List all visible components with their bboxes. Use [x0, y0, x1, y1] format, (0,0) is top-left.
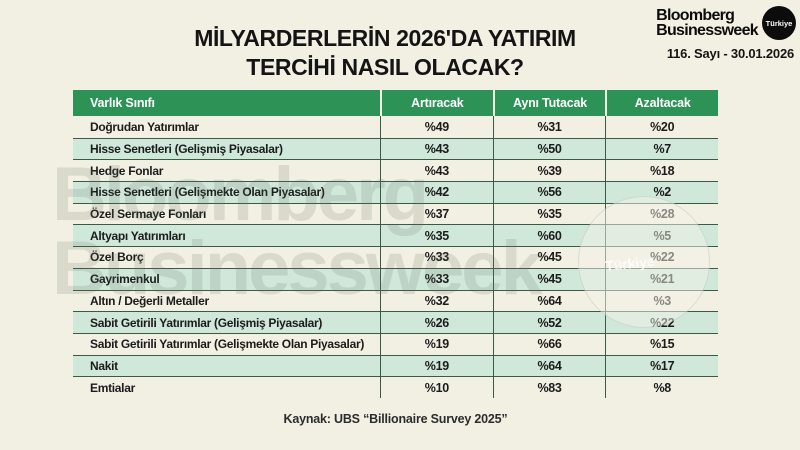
cell-label: Hedge Fonlar: [90, 163, 164, 178]
cell-label: Altın / Değerli Metaller: [90, 293, 209, 308]
turkiye-badge: Türkiye: [762, 6, 796, 40]
brand-line1: Bloomberg: [656, 6, 735, 24]
cell-increase: %49: [380, 116, 493, 138]
cell-increase: %35: [380, 225, 493, 247]
cell-same: %64: [492, 290, 606, 312]
cell-same: %31: [492, 116, 606, 138]
cell-increase: %10: [380, 377, 493, 398]
cell-decrease: %22: [605, 312, 718, 333]
table-row: Emtialar %10 %83 %8: [73, 376, 718, 398]
table-row: Altyapı Yatırımları %35 %60 %5: [73, 224, 718, 247]
cell-increase: %19: [380, 333, 493, 355]
cell-label: Özel Sermaye Fonları: [90, 207, 207, 222]
cell-increase: %37: [380, 203, 493, 225]
cell-label: Özel Borç: [90, 250, 144, 265]
table-row: Hisse Senetleri (Gelişmekte Olan Piyasal…: [73, 181, 718, 203]
cell-increase: %42: [380, 182, 493, 203]
cell-decrease: %21: [605, 268, 718, 290]
cell-same: %35: [492, 203, 606, 225]
cell-label: Nakit: [90, 358, 118, 373]
page-title: MİLYARDERLERİN 2026'DA YATIRIM TERCİHİ N…: [0, 24, 770, 82]
column-header-decrease: Azaltacak: [605, 90, 718, 116]
cell-label: Sabit Getirili Yatırımlar (Gelişmekte Ol…: [90, 337, 365, 352]
cell-increase: %33: [380, 268, 493, 290]
cell-label: Hisse Senetleri (Gelişmiş Piyasalar): [90, 142, 283, 157]
brand-line2: Businessweek: [656, 22, 759, 39]
cell-same: %45: [492, 247, 606, 268]
source-note: Kaynak: UBS “Billionaire Survey 2025”: [283, 412, 508, 426]
table-row: Özel Sermaye Fonları %37 %35 %28: [73, 202, 718, 225]
cell-label: Sabit Getirili Yatırımlar (Gelişmiş Piya…: [90, 315, 323, 330]
cell-same: %39: [492, 160, 606, 182]
cell-same: %83: [492, 377, 606, 398]
table-row: Sabit Getirili Yatırımlar (Gelişmiş Piya…: [73, 311, 718, 333]
cell-increase: %33: [380, 247, 493, 268]
cell-label: Gayrimenkul: [90, 272, 160, 287]
bloomberg-businessweek-logo: Bloomberg Businessweek Türkiye: [656, 6, 796, 40]
table-row: Sabit Getirili Yatırımlar (Gelişmekte Ol…: [73, 332, 718, 355]
cell-decrease: %8: [605, 377, 718, 398]
column-header-asset-class: Varlık Sınıfı: [90, 96, 155, 110]
cell-same: %56: [492, 182, 606, 203]
cell-same: %66: [492, 333, 606, 355]
table-row: Altın / Değerli Metaller %32 %64 %3: [73, 289, 718, 312]
table-row: Nakit %19 %64 %17: [73, 354, 718, 377]
cell-decrease: %2: [605, 182, 718, 203]
table-row: Hisse Senetleri (Gelişmiş Piyasalar) %43%…: [73, 137, 718, 160]
cell-decrease: %17: [605, 355, 718, 377]
column-header-keep-same: Aynı Tutacak: [492, 90, 606, 116]
cell-decrease: %5: [605, 225, 718, 247]
cell-increase: %26: [380, 312, 493, 333]
table-row: Gayrimenkul %33 %45 %21: [73, 267, 718, 290]
cell-increase: %32: [380, 290, 493, 312]
table-body: Doğrudan Yatırımlar %49 %31 %20 Hisse Senetl…: [73, 116, 718, 398]
cell-decrease: %28: [605, 203, 718, 225]
brand-wordmark: Bloomberg Businessweek: [656, 6, 759, 39]
cell-label: Doğrudan Yatırımlar: [90, 119, 199, 134]
cell-decrease: %20: [605, 116, 718, 138]
investment-preference-table: Varlık Sınıfı Artıracak Aynı Tutacak Aza…: [73, 90, 718, 398]
table-row: Özel Borç %33 %45 %22: [73, 246, 718, 268]
cell-same: %52: [492, 312, 606, 333]
cell-decrease: %3: [605, 290, 718, 312]
cell-same: %60: [492, 225, 606, 247]
page-title-line1: MİLYARDERLERİN 2026'DA YATIRIM: [194, 25, 576, 51]
cell-label: Emtialar: [90, 380, 135, 395]
cell-decrease: %18: [605, 160, 718, 182]
cell-same: %45: [492, 268, 606, 290]
turkiye-badge-label: Türkiye: [765, 18, 793, 28]
cell-label: Hisse Senetleri (Gelişmekte Olan Piyasal…: [90, 185, 325, 200]
table-row: Doğrudan Yatırımlar %49 %31 %20: [73, 116, 718, 138]
cell-increase: %19: [380, 355, 493, 377]
table-header-row: Varlık Sınıfı Artıracak Aynı Tutacak Aza…: [73, 90, 718, 116]
cell-same: %50: [492, 138, 606, 160]
cell-label: Altyapı Yatırımları: [90, 228, 186, 243]
cell-decrease: %7: [605, 138, 718, 160]
issue-number: 116. Sayı - 30.01.2026: [666, 46, 794, 61]
cell-decrease: %22: [605, 247, 718, 268]
cell-same: %64: [492, 355, 606, 377]
column-header-increase: Artıracak: [380, 90, 493, 116]
cell-increase: %43: [380, 138, 493, 160]
cell-increase: %43: [380, 160, 493, 182]
table-row: Hedge Fonlar %43 %39 %18: [73, 159, 718, 182]
page-title-line2: TERCİHİ NASIL OLACAK?: [246, 53, 524, 80]
cell-decrease: %15: [605, 333, 718, 355]
